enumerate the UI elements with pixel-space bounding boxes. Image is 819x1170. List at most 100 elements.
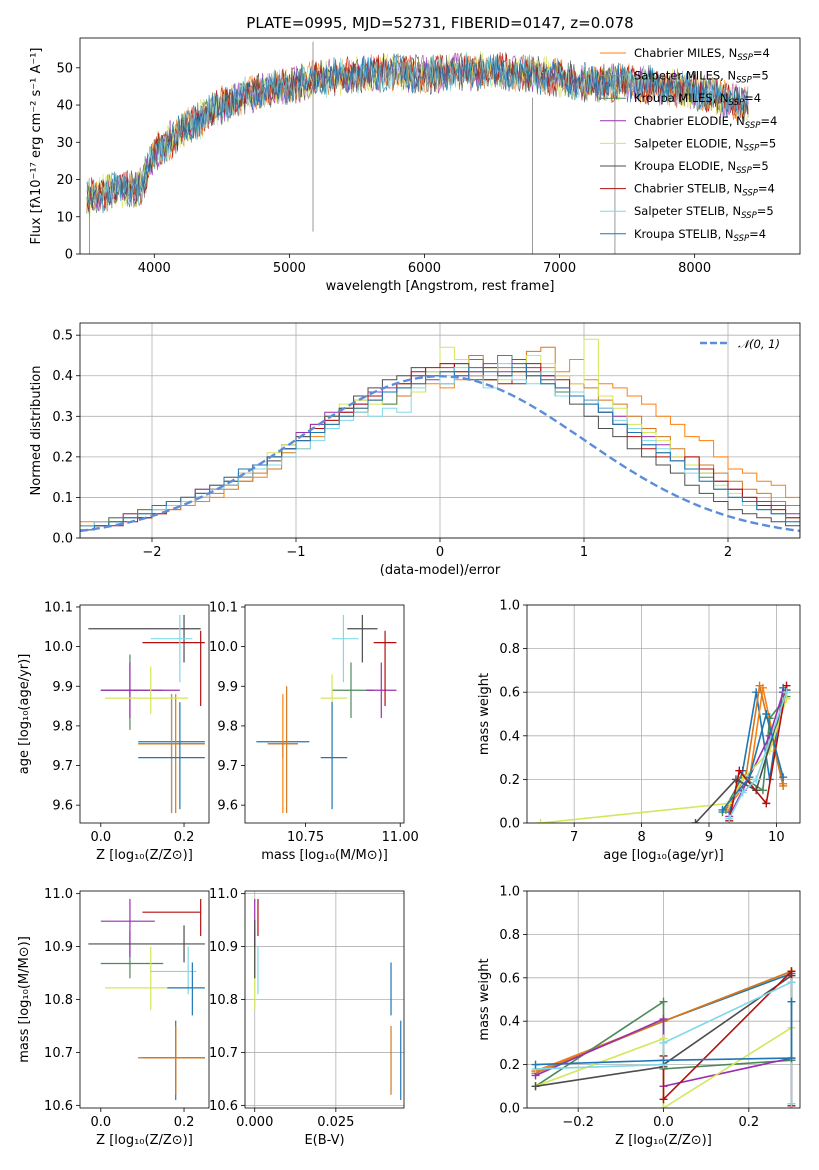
x-tick-label: 0 [436, 545, 444, 560]
x-tick-label: 7000 [543, 261, 576, 276]
y-tick-label: 0.2 [52, 450, 73, 465]
weight-point [762, 799, 771, 808]
weight-point [782, 688, 791, 697]
axes-weight_vs_age: 7 8 9 10 0.0 0.2 0.4 0.6 0.8 1.0 age [log₁₀(age/yr… [477, 599, 801, 863]
y-tick-label: 0.2 [499, 1058, 520, 1073]
x-tick-label: 4000 [138, 261, 171, 276]
y-tick-label: 0.6 [499, 686, 520, 701]
weight-point [779, 781, 788, 790]
histogram-step [80, 359, 800, 538]
axes-frame [526, 890, 801, 1109]
weight-point [738, 775, 747, 784]
weight-line [728, 691, 784, 817]
gaussian-curve [80, 374, 800, 533]
x-tick-label: 8 [637, 830, 645, 845]
y-tick-label: 0.0 [499, 817, 520, 832]
y-tick-label: 30 [56, 136, 73, 151]
y-tick-label: 10.9 [209, 940, 238, 955]
weight-line [721, 710, 784, 811]
histogram-step [80, 363, 800, 538]
axes-mass_vs_Z: 0.0 0.2 10.6 10.7 10.8 10.9 11.0 Z [log₁₀(Z/Z⊙)… [17, 887, 210, 1148]
plot-area-age_vs_mass [256, 614, 397, 814]
axes-mass_vs_ebv: 0.000 0.025 10.6 10.7 10.8 10.9 11.0 E(B-V) [209, 887, 405, 1148]
x-tick-label: −1 [286, 545, 305, 560]
weight-point [531, 1060, 540, 1069]
weight-line [694, 689, 788, 823]
y-tick-label: 20 [56, 173, 73, 188]
axes-frame [79, 37, 801, 255]
weight-line [540, 698, 788, 823]
spectrum-line [86, 54, 749, 214]
legend: 𝒩(0, 1) [700, 337, 780, 351]
x-tick-label: 0.000 [236, 1115, 273, 1130]
x-tick-label: 0.2 [174, 830, 195, 845]
y-tick-label: 10 [56, 210, 73, 225]
y-tick-label: 1.0 [499, 885, 520, 900]
y-tick-label: 0.4 [499, 729, 520, 744]
y-tick-label: 0.5 [52, 329, 73, 344]
axes-frame [244, 604, 405, 824]
weight-point [659, 997, 668, 1006]
y-tick-label: 0.8 [499, 642, 520, 657]
y-tick-label: 10.0 [44, 640, 73, 655]
y-tick-label: 10.6 [209, 1099, 238, 1114]
weight-point [755, 681, 764, 690]
spectrum-line [86, 52, 749, 212]
axes-spectrum: 4000 5000 6000 7000 8000 0 10 20 30 40 50 wavelengt… [29, 37, 801, 294]
y-tick-label: 11.0 [44, 887, 73, 902]
y-axis-label: Flux [fλ10⁻¹⁷ erg cm⁻² s⁻¹ A⁻¹] [29, 48, 44, 245]
legend-entry: Salpeter STELIB, NSSP=5 [634, 204, 774, 221]
figure-title: PLATE=0995, MJD=52731, FIBERID=0147, z=0… [246, 14, 633, 32]
x-tick-label: 0.0 [90, 1115, 111, 1130]
legend-entry: Kroupa STELIB, NSSP=4 [634, 227, 766, 244]
y-tick-label: 1.0 [499, 599, 520, 614]
x-tick-label: 5000 [273, 261, 306, 276]
x-tick-label: 2 [724, 545, 732, 560]
x-tick-label: 6000 [408, 261, 441, 276]
weight-point [536, 819, 545, 823]
weight-point [738, 788, 747, 797]
weight-point [691, 819, 700, 823]
x-axis-label: mass [log₁₀(M/M⊙)] [261, 848, 388, 863]
x-tick-label: 0.0 [90, 830, 111, 845]
weight-point [659, 1104, 668, 1108]
y-tick-label: 10.1 [44, 600, 73, 615]
y-tick-label: 10.9 [44, 940, 73, 955]
x-tick-label: 10.75 [287, 830, 324, 845]
y-tick-label: 50 [56, 61, 73, 76]
x-tick-label: 8000 [678, 261, 711, 276]
x-tick-label: 0.0 [653, 1115, 674, 1130]
x-axis-label: (data-model)/error [380, 563, 501, 578]
y-axis-label: age [log₁₀(age/yr)] [17, 654, 32, 775]
weight-point [659, 1095, 668, 1104]
weight-point [718, 805, 727, 814]
legend: Chabrier MILES, NSSP=4 Salpeter MILES, NS… [600, 46, 777, 244]
y-tick-label: 0.2 [499, 773, 520, 788]
axes-weight_vs_Z: −0.2 0.0 0.2 0.0 0.2 0.4 0.6 0.8 1.0 Z [log₁₀(Z/Z… [477, 885, 801, 1148]
weight-point [659, 1056, 668, 1065]
y-tick-label: 0.0 [52, 532, 73, 547]
x-axis-label: Z [log₁₀(Z/Z⊙)] [96, 848, 193, 863]
x-tick-label: 7 [570, 830, 578, 845]
y-tick-label: 10.7 [209, 1046, 238, 1061]
y-tick-label: 10.8 [44, 993, 73, 1008]
axes-residuals: −2 −1 0 1 2 0.0 0.1 0.2 0.3 0.4 0.5 (data-model)/er… [29, 322, 801, 578]
y-tick-label: 9.6 [217, 799, 238, 814]
weight-point [758, 786, 767, 795]
y-tick-label: 0 [65, 248, 73, 263]
x-tick-label: −2 [142, 545, 161, 560]
x-axis-label: Z [log₁₀(Z/Z⊙)] [615, 1133, 712, 1148]
weight-point [762, 710, 771, 718]
legend-entry: Kroupa ELODIE, NSSP=5 [634, 159, 769, 176]
x-axis-label: E(B-V) [304, 1133, 344, 1148]
plot-area-residuals [80, 338, 800, 538]
x-axis-label: wavelength [Angstrom, rest frame] [326, 279, 555, 294]
weight-point [779, 773, 788, 782]
legend-entry: Salpeter ELODIE, NSSP=5 [634, 136, 776, 153]
x-tick-label: 0.2 [738, 1115, 759, 1130]
weight-point [745, 773, 754, 782]
y-tick-label: 0.4 [499, 1015, 520, 1030]
x-tick-label: 10 [768, 830, 785, 845]
weight-point [659, 1038, 668, 1047]
